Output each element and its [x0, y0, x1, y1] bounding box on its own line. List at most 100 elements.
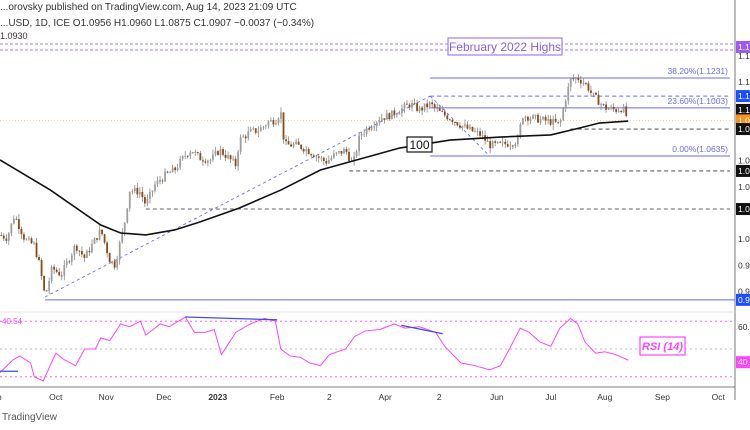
candle-body	[479, 131, 481, 136]
candle-body	[403, 103, 406, 109]
candle-body	[537, 114, 539, 123]
candle-body	[201, 160, 204, 162]
rsi-label-box	[639, 336, 686, 356]
candle-body	[607, 108, 610, 110]
candle-body	[212, 154, 214, 160]
candle-body	[353, 156, 355, 161]
price-axis-tick: 1.1200	[738, 77, 750, 87]
candle-body	[25, 239, 28, 241]
candle-body	[574, 78, 577, 80]
candle-body	[174, 167, 177, 171]
candle-body	[579, 80, 582, 84]
candle-body	[418, 107, 421, 111]
candle-body	[612, 106, 615, 110]
candle-body	[63, 264, 66, 276]
price-tag-label: 1.0230	[738, 204, 750, 214]
candle-body	[365, 128, 368, 134]
candle-body	[292, 143, 295, 147]
candle-body	[247, 131, 250, 139]
candle-body	[23, 234, 25, 240]
candle-body	[501, 141, 504, 143]
time-axis-tick: Jul	[545, 392, 556, 402]
candle-body	[554, 118, 557, 122]
candle-body	[489, 141, 492, 149]
price-axis-tick: 0.9600	[738, 286, 750, 296]
candle-body	[191, 152, 194, 154]
time-axis-tick: 2	[437, 392, 442, 402]
candle-body	[194, 152, 197, 154]
candle-body	[496, 141, 499, 143]
candle-body	[222, 149, 224, 155]
candle-body	[300, 144, 303, 150]
candle-body	[48, 281, 51, 291]
candle-body	[464, 124, 466, 126]
candle-body	[128, 191, 131, 209]
time-axis-tick: Nov	[99, 392, 115, 402]
candle-body	[154, 184, 156, 191]
candle-body	[393, 110, 396, 116]
candle-body	[597, 94, 600, 105]
candle-body	[370, 127, 373, 130]
candle-body	[509, 145, 512, 147]
candle-body	[149, 191, 151, 200]
candle-body	[277, 118, 280, 124]
price-tag-label: 1.0841	[738, 124, 750, 134]
candle-body	[108, 253, 111, 263]
fib-label: 0.00%(1.0635)	[672, 144, 728, 154]
candle-body	[506, 144, 509, 147]
candle-body	[582, 83, 585, 84]
candle-body	[93, 238, 96, 244]
candle-body	[620, 110, 623, 113]
candle-body	[0, 234, 3, 236]
candle-body	[590, 90, 592, 93]
candle-body	[262, 126, 265, 128]
candle-body	[106, 242, 108, 254]
candle-body	[53, 266, 56, 270]
candle-body	[242, 136, 245, 138]
candle-body	[355, 151, 358, 157]
candle-body	[519, 124, 522, 138]
rsi-upper-label: 40.54	[2, 317, 23, 326]
candle-body	[325, 161, 328, 164]
candle-body	[527, 116, 529, 121]
candle-body	[360, 134, 363, 136]
candle-body	[585, 83, 587, 84]
candle-body	[28, 238, 30, 240]
candle-body	[610, 106, 612, 109]
candle-body	[486, 140, 489, 142]
candle-body	[7, 233, 10, 241]
candle-body	[577, 78, 580, 81]
candle-body	[38, 257, 40, 261]
candle-body	[101, 229, 103, 235]
candle-body	[544, 116, 547, 121]
candle-body	[343, 148, 345, 154]
candle-body	[91, 243, 93, 253]
candle-body	[78, 250, 81, 252]
candle-body	[116, 259, 119, 268]
candle-body	[307, 149, 310, 155]
price-axis-tick: 1.0000	[738, 234, 750, 244]
candle-body	[438, 108, 441, 111]
candle-body	[58, 271, 61, 276]
price-tag-label: 1.0521	[738, 166, 750, 176]
candle-body	[567, 87, 570, 101]
candle-body	[317, 156, 320, 158]
time-axis-tick: Feb	[270, 392, 285, 402]
candle-body	[5, 238, 8, 241]
candle-body	[227, 155, 229, 158]
symbol-ohlc-line[interactable]: ...USD, 1D, ICE O1.0956 H1.0960 L1.0875 …	[0, 18, 315, 29]
candle-body	[305, 149, 308, 152]
candle-body	[390, 110, 393, 120]
candle-body	[315, 156, 318, 158]
time-axis-tick: Sep	[655, 392, 670, 402]
rsi-divergence-line	[401, 324, 443, 335]
candle-body	[547, 119, 549, 121]
candle-body	[295, 141, 297, 144]
rsi-label: RSI (14)	[642, 341, 683, 353]
time-axis-tick: Jun	[490, 392, 504, 402]
rsi-current-tag-label: 40.54	[738, 357, 750, 367]
candle-body	[406, 103, 408, 105]
candle-body	[448, 119, 451, 121]
feb-highs-label-box	[447, 37, 563, 56]
